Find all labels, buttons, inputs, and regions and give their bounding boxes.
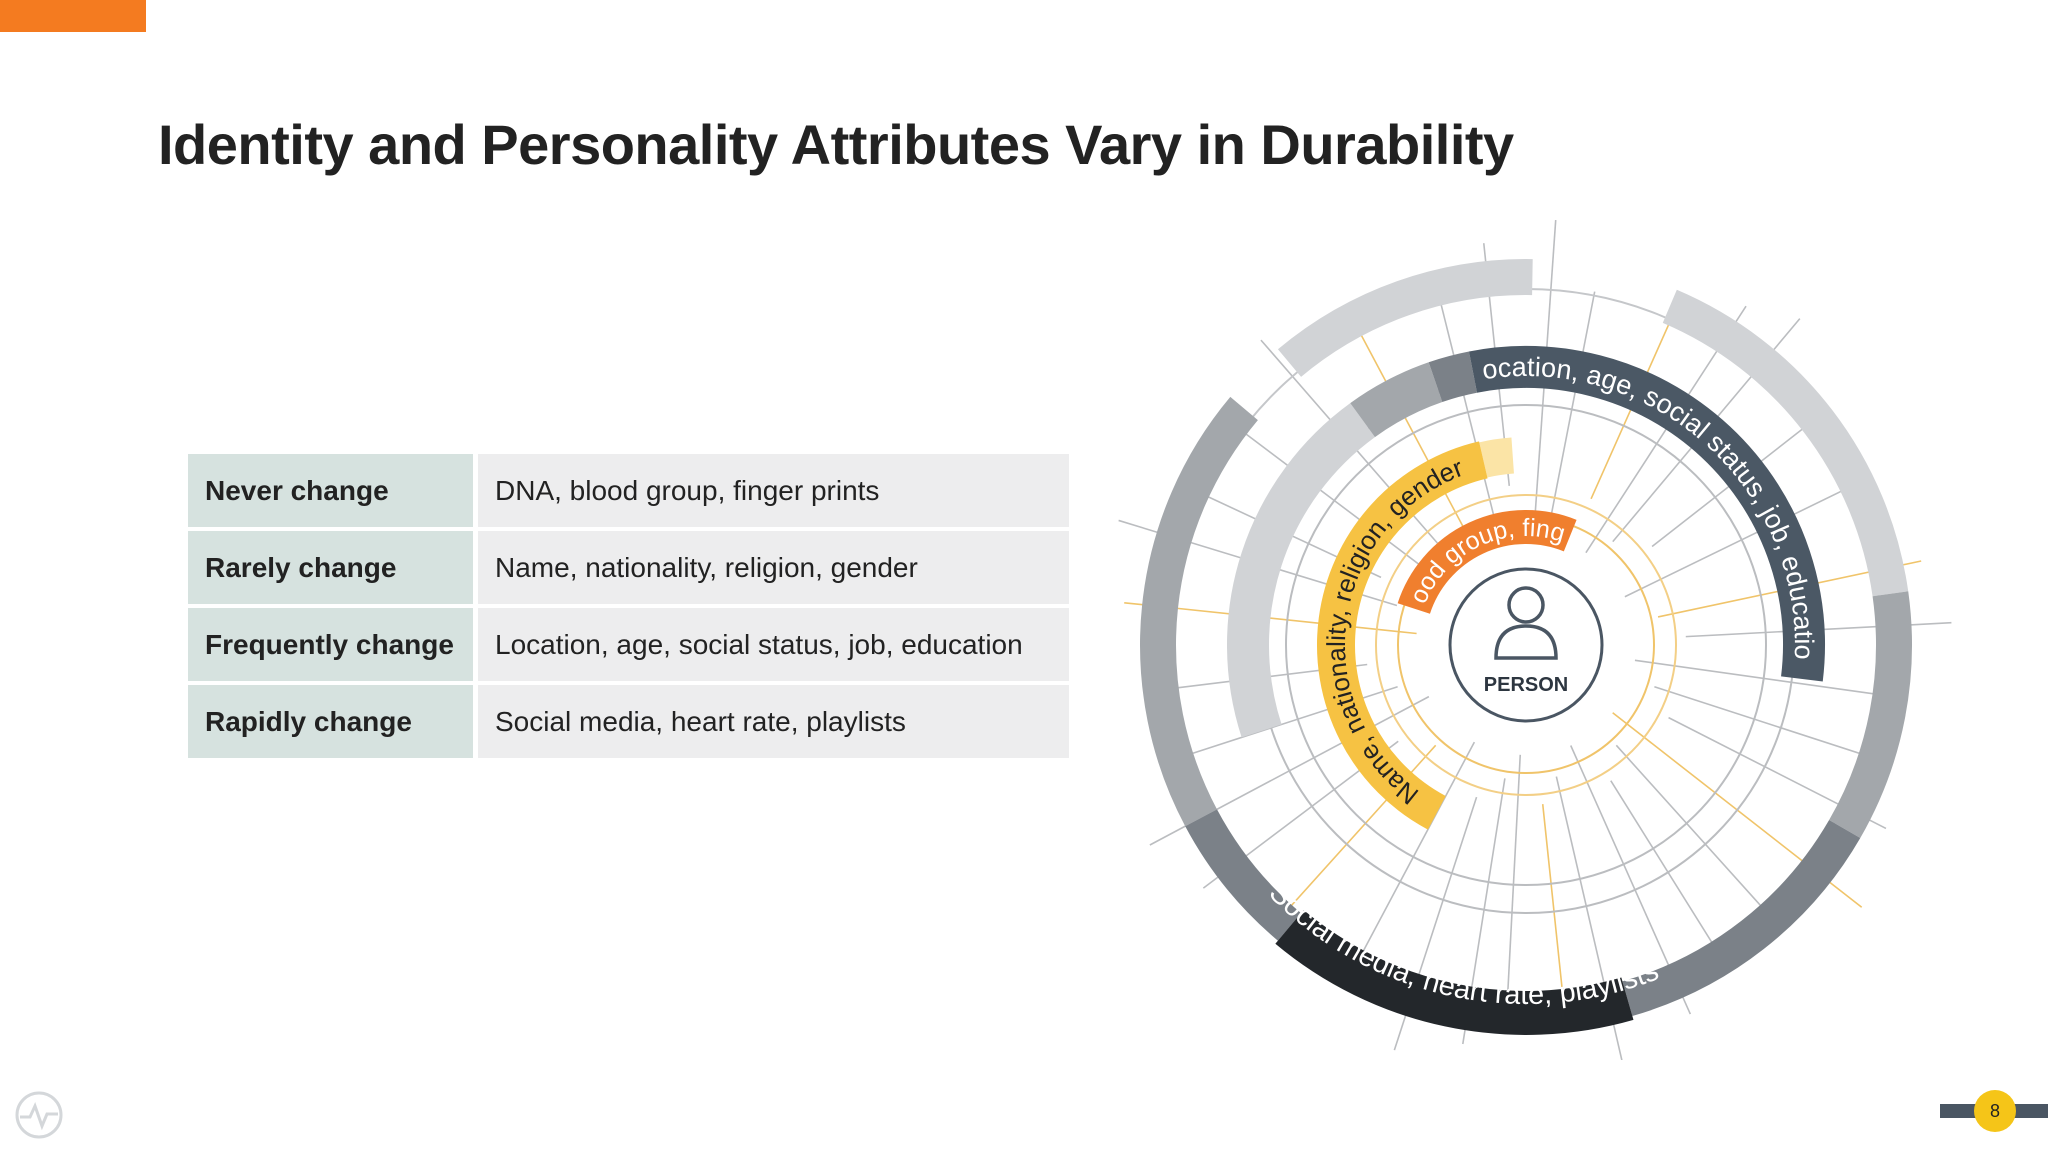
table-row: Never change DNA, blood group, finger pr… <box>188 454 1069 527</box>
outer-band-segment <box>1350 362 1443 438</box>
outer-band-segment <box>1428 351 1478 403</box>
ring-never-change <box>1397 510 1577 615</box>
spoke-line <box>1356 741 1476 964</box>
outer-band-segment <box>1185 809 1302 941</box>
row-label: Rarely change <box>188 531 473 604</box>
center-disc <box>1448 567 1604 723</box>
spoke-line <box>1624 476 1870 598</box>
outer-gray-bands <box>1140 259 1912 1017</box>
slide-title: Identity and Personality Attributes Vary… <box>158 113 1514 176</box>
spoke-line <box>1615 744 1768 914</box>
person-icon <box>1494 586 1558 660</box>
table-row: Frequently change Location, age, social … <box>188 608 1069 681</box>
spoke-line <box>1541 804 1565 1004</box>
company-logo-icon <box>15 1091 63 1139</box>
spoke-line <box>1220 414 1439 580</box>
row-value: DNA, blood group, finger prints <box>478 454 1069 527</box>
outer-band-segment <box>1277 259 1533 377</box>
ring-rarely-change <box>1317 441 1488 830</box>
spoke-line <box>1505 754 1522 1027</box>
center-label: PERSON <box>1484 674 1568 696</box>
table-row: Rarely change Name, nationality, religio… <box>188 531 1069 604</box>
ring-label-rapidly-change-text: Social media, heart rate, playlists <box>1263 877 1663 1011</box>
spoke-line <box>1634 659 1883 696</box>
guide-circle <box>1375 494 1677 796</box>
row-label: Never change <box>188 454 473 527</box>
spoke-line <box>1550 291 1596 513</box>
durability-ring-diagram: Social media, heart rate, playlists Loca… <box>1080 220 1952 1060</box>
row-value: Social media, heart rate, playlists <box>478 685 1069 758</box>
page-number-badge: 8 <box>1974 1090 2016 1132</box>
guide-circle <box>1285 404 1767 886</box>
outer-band-segment <box>1227 403 1376 738</box>
spoke-line <box>1654 685 1890 764</box>
outer-band-segment <box>1479 437 1515 478</box>
outer-band-segment <box>1829 591 1912 838</box>
page-number: 8 <box>1989 1100 2000 1121</box>
durability-table: Never change DNA, blood group, finger pr… <box>188 454 1069 762</box>
spoke-line <box>1610 780 1730 970</box>
accent-bar <box>0 0 146 32</box>
row-label: Frequently change <box>188 608 473 681</box>
row-label: Rapidly change <box>188 685 473 758</box>
row-value: Location, age, social status, job, educa… <box>478 608 1069 681</box>
outer-band-segment <box>1622 819 1861 1017</box>
ring-rapidly-change <box>1275 909 1634 1035</box>
ring-label-rapidly-change: Social media, heart rate, playlists <box>1263 877 1663 1011</box>
spoke-line <box>1356 326 1476 549</box>
row-value: Name, nationality, religion, gender <box>478 531 1069 604</box>
outer-band-segment <box>1140 396 1258 827</box>
table-row: Rapidly change Social media, heart rate,… <box>188 685 1069 758</box>
ring-frequently-change <box>1469 346 1825 682</box>
outer-band-segment <box>1662 289 1909 597</box>
